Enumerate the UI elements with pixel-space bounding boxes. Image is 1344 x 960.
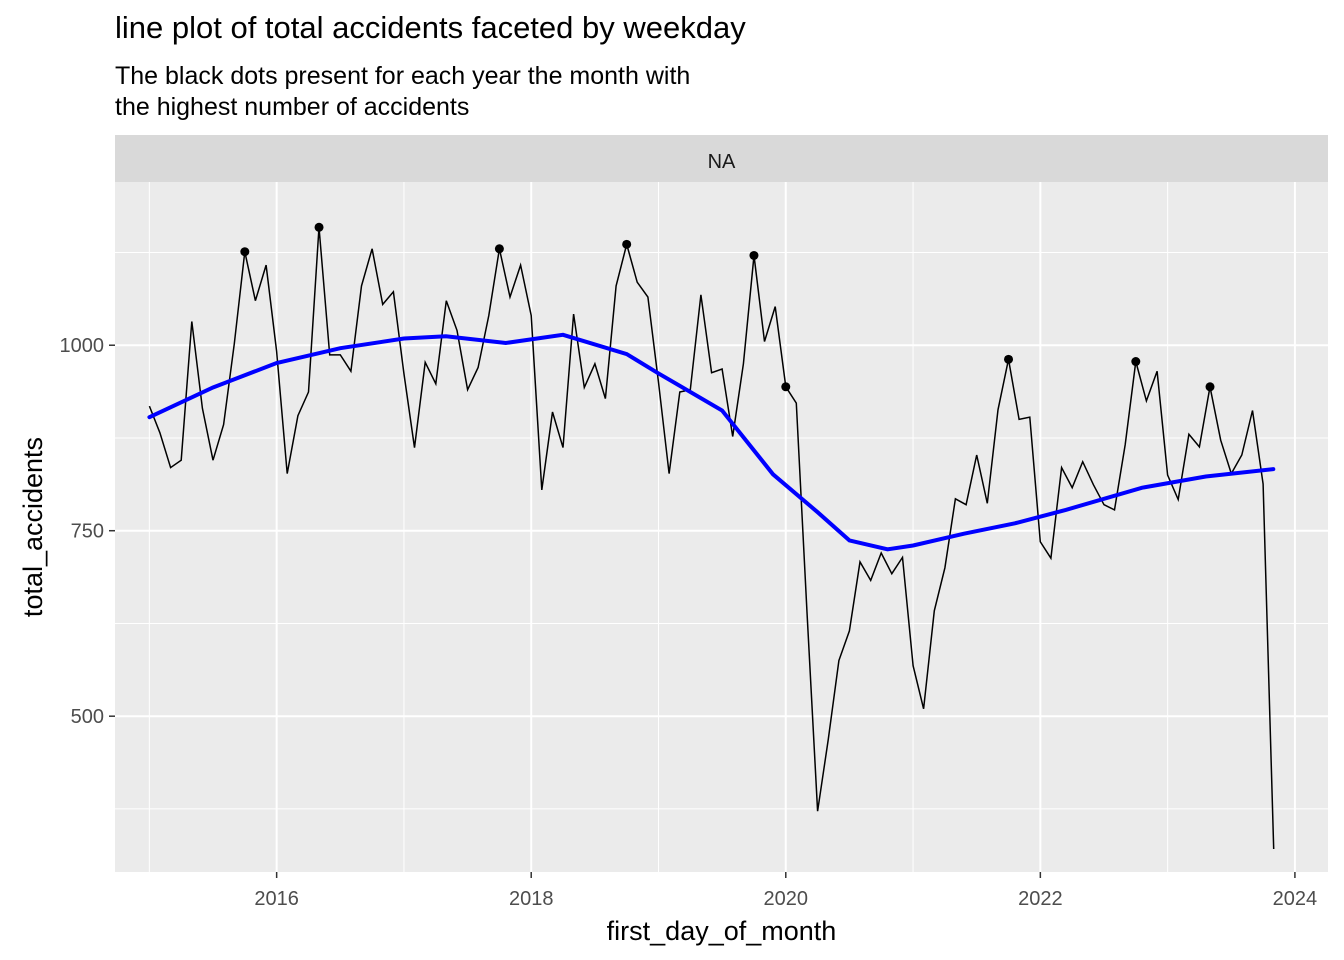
yearly-max-point [1205, 382, 1215, 392]
yearly-max-point [1004, 354, 1014, 364]
yearly-max-point [749, 250, 759, 260]
x-tick-label: 2020 [764, 888, 809, 910]
major-gridlines [115, 182, 1328, 872]
yearly-max-point [240, 247, 250, 257]
yearly-max-points [240, 222, 1215, 392]
x-axis-title: first_day_of_month [607, 916, 837, 946]
x-tick-label: 2024 [1273, 888, 1318, 910]
chart-subtitle-line-2: the highest number of accidents [115, 93, 470, 121]
chart-title: line plot of total accidents faceted by … [115, 10, 746, 45]
x-tick-label: 2022 [1018, 888, 1063, 910]
yearly-max-point [781, 382, 791, 392]
yearly-max-point [1131, 357, 1141, 367]
x-axis: 2016 2018 2020 2022 2024 [254, 872, 1317, 910]
x-tick-label: 2016 [254, 888, 299, 910]
y-tick-label: 1000 [60, 335, 105, 357]
y-axis-title: total_accidents [18, 437, 48, 617]
chart-subtitle-line-1: The black dots present for each year the… [115, 62, 691, 90]
y-tick-label: 500 [71, 706, 104, 728]
accidents-line [148, 227, 1275, 850]
yearly-max-point [494, 244, 504, 254]
yearly-max-point [622, 239, 632, 249]
smooth-trend-line [147, 332, 1276, 552]
x-tick-label: 2018 [509, 888, 554, 910]
yearly-max-point [314, 222, 324, 232]
y-axis: 500 750 1000 [60, 335, 115, 728]
facet-strip [115, 135, 1328, 182]
y-tick-label: 750 [71, 521, 104, 543]
plot-panel [115, 182, 1328, 872]
facet-label: NA [708, 151, 736, 173]
